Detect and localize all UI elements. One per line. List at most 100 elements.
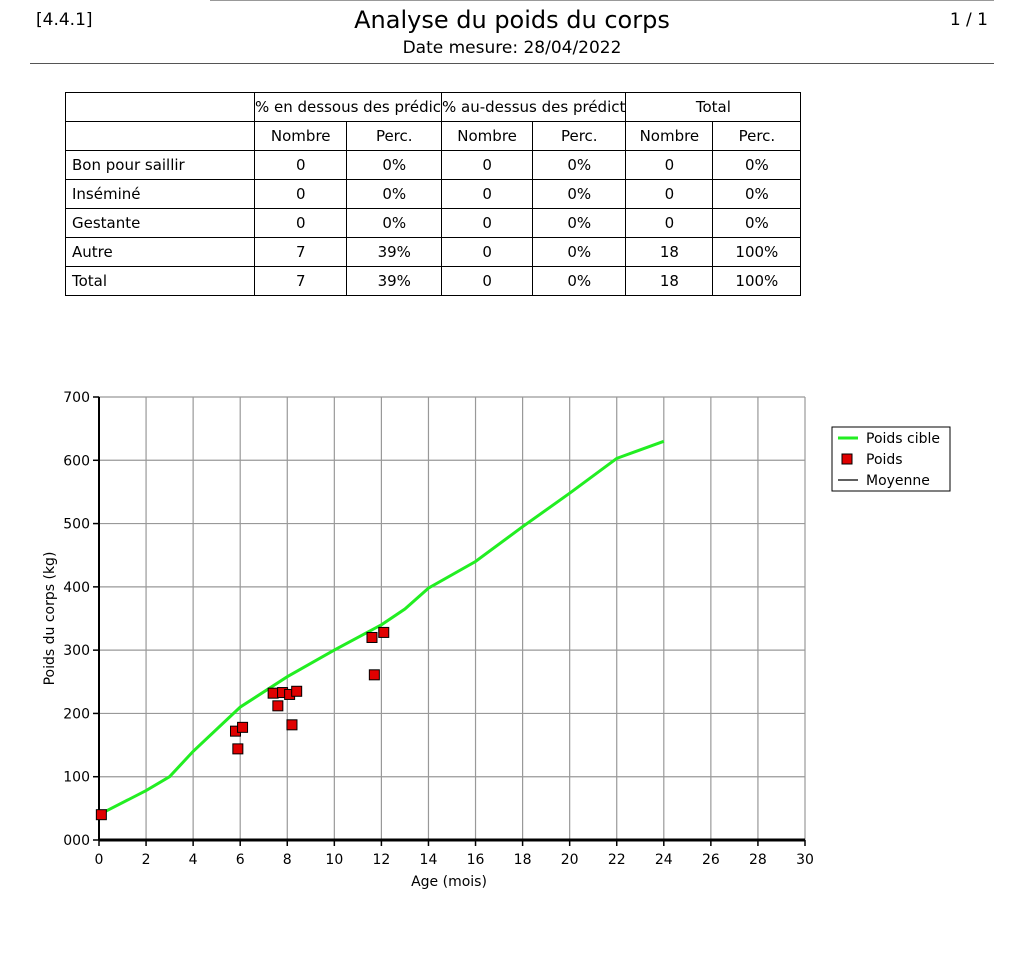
summary-table: % en dessous des prédic % au-dessus des … xyxy=(65,92,802,296)
legend-swatch-marker xyxy=(841,453,853,465)
y-tick-label: 200 xyxy=(63,706,90,722)
x-axis-label: Age (mois) xyxy=(411,874,487,890)
table-cell: 0 xyxy=(441,150,534,180)
table-cell: 0 xyxy=(625,150,714,180)
table-cell: 39% xyxy=(346,237,443,267)
table-cell: 0% xyxy=(346,208,443,238)
data-point-poids xyxy=(291,685,303,697)
table-row: Autre 7 39% 0 0% 18 100% xyxy=(65,237,802,267)
data-point-poids xyxy=(232,743,244,755)
x-tick-label: 18 xyxy=(514,852,532,868)
table-cell: 0 xyxy=(625,208,714,238)
data-point-poids xyxy=(366,631,378,643)
y-tick-label: 100 xyxy=(63,770,90,786)
series-line-poids-cible xyxy=(98,439,665,817)
y-tick-label: 400 xyxy=(63,580,90,596)
x-tick-label: 6 xyxy=(236,852,245,868)
x-tick-label: 10 xyxy=(325,852,343,868)
x-tick-label: 16 xyxy=(467,852,485,868)
legend-label: Moyenne xyxy=(866,473,930,489)
table-cell: 0% xyxy=(346,150,443,180)
table-cell: 0% xyxy=(532,208,627,238)
table-cell: 7 xyxy=(253,237,348,267)
x-tick-label: 28 xyxy=(749,852,767,868)
weight-chart: 0 2 4 6 8 10 12 14 16 18 20 22 24 26 28 300001002003004… xyxy=(42,390,951,890)
table-group-header-row: % en dessous des prédic % au-dessus des … xyxy=(65,92,802,122)
data-point-poids xyxy=(378,626,390,638)
row-label: Autre xyxy=(65,237,255,267)
table-cell: 0 xyxy=(253,208,348,238)
data-point-poids xyxy=(237,721,249,733)
legend-label: Poids xyxy=(866,452,903,468)
measure-date: Date mesure: 28/04/2022 xyxy=(402,38,622,58)
table-row: Total 7 39% 0 0% 18 100% xyxy=(65,266,802,296)
x-tick-label: 0 xyxy=(95,852,104,868)
table-cell: 0% xyxy=(532,179,627,209)
sub-header: Perc. xyxy=(346,121,443,151)
x-tick-label: 4 xyxy=(189,852,198,868)
table-cell: 0 xyxy=(625,179,714,209)
table-cell: 0 xyxy=(441,208,534,238)
x-tick-label: 14 xyxy=(420,852,438,868)
group-header-total: Total xyxy=(625,92,802,122)
row-label: Inséminé xyxy=(65,179,255,209)
group-header-above: % au-dessus des prédict xyxy=(441,92,627,122)
y-tick-label: 500 xyxy=(63,517,90,533)
x-tick-label: 8 xyxy=(283,852,292,868)
x-tick-label: 20 xyxy=(561,852,579,868)
x-tick-label: 26 xyxy=(702,852,720,868)
legend-label: Poids cible xyxy=(866,431,940,447)
table-cell: 100% xyxy=(712,237,802,267)
table-row: Gestante 0 0% 0 0% 0 0% xyxy=(65,208,802,238)
table-cell: 0% xyxy=(712,208,802,238)
data-point-poids xyxy=(95,809,107,821)
data-point-poids xyxy=(267,687,279,699)
sub-header: Perc. xyxy=(532,121,627,151)
data-point-poids xyxy=(272,700,284,712)
x-tick-label: 30 xyxy=(796,852,814,868)
table-cell: 18 xyxy=(625,237,714,267)
table-cell: 0% xyxy=(532,266,627,296)
y-tick-label: 600 xyxy=(63,453,90,469)
table-row: Bon pour saillir 0 0% 0 0% 0 0% xyxy=(65,150,802,180)
table-cell: 0 xyxy=(253,179,348,209)
table-cell: 0% xyxy=(346,179,443,209)
y-tick-label: 700 xyxy=(63,390,90,406)
x-tick-label: 24 xyxy=(655,852,673,868)
page-number: 1 / 1 xyxy=(949,10,988,30)
row-label: Bon pour saillir xyxy=(65,150,255,180)
group-header-below: % en dessous des prédic xyxy=(253,92,443,122)
table-cell: 0% xyxy=(712,179,802,209)
table-cell: 0% xyxy=(532,150,627,180)
sub-header: Perc. xyxy=(712,121,802,151)
table-sub-header-row: Nombre Perc. Nombre Perc. Nombre Perc. xyxy=(65,121,802,151)
x-tick-label: 2 xyxy=(142,852,151,868)
table-cell: 18 xyxy=(625,266,714,296)
table-cell: 0 xyxy=(441,179,534,209)
table-cell: 0 xyxy=(253,150,348,180)
sub-header: Nombre xyxy=(253,121,348,151)
table-cell: 100% xyxy=(712,266,802,296)
table-row: Inséminé 0 0% 0 0% 0 0% xyxy=(65,179,802,209)
page-title: Analyse du poids du corps xyxy=(354,6,670,34)
table-cell: 39% xyxy=(346,266,443,296)
row-label: Gestante xyxy=(65,208,255,238)
x-tick-label: 12 xyxy=(372,852,390,868)
table-label-header xyxy=(65,121,255,151)
y-tick-label: 300 xyxy=(63,643,90,659)
table-cell: 0 xyxy=(441,237,534,267)
report-id: [4.4.1] xyxy=(36,10,93,30)
table-cell: 0% xyxy=(532,237,627,267)
data-point-poids xyxy=(368,669,380,681)
data-point-poids xyxy=(286,719,298,731)
header-divider xyxy=(30,63,994,64)
table-corner-cell xyxy=(65,92,255,122)
row-label: Total xyxy=(65,266,255,296)
table-cell: 7 xyxy=(253,266,348,296)
top-border xyxy=(210,0,994,1)
table-cell: 0 xyxy=(441,266,534,296)
y-axis-label: Poids du corps (kg) xyxy=(42,552,58,686)
sub-header: Nombre xyxy=(441,121,534,151)
sub-header: Nombre xyxy=(625,121,714,151)
x-tick-label: 22 xyxy=(608,852,626,868)
